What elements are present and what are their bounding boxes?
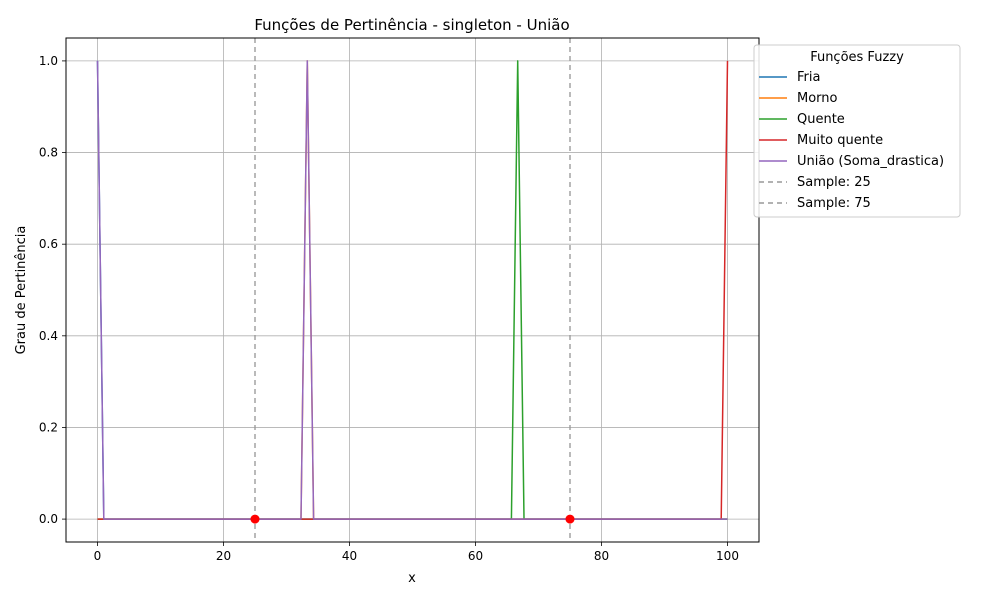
series-line-uni-o-soma-drastica — [96, 60, 728, 520]
legend-label: Morno — [797, 91, 838, 106]
y-tick-label: 1.0 — [39, 54, 58, 68]
legend-label: Muito quente — [797, 133, 883, 148]
y-tick-label: 0.2 — [39, 420, 58, 434]
axes-frame — [65, 37, 760, 543]
legend-box — [753, 44, 961, 218]
y-tick-label: 0.8 — [39, 146, 58, 160]
x-tick-label: 100 — [716, 549, 739, 563]
legend-label: União (Soma_drastica) — [797, 154, 944, 169]
sample-marker — [250, 514, 260, 524]
x-tick-label: 0 — [94, 549, 102, 563]
chart-title: Funções de Pertinência - singleton - Uni… — [254, 16, 569, 34]
sample-marker — [565, 514, 575, 524]
y-tick-label: 0.0 — [39, 512, 58, 526]
plot-area — [96, 38, 729, 542]
legend-label: Sample: 25 — [797, 175, 871, 190]
y-tick-label: 0.4 — [39, 329, 58, 343]
legend-title: Funções Fuzzy — [810, 50, 904, 65]
x-tick-label: 20 — [216, 549, 231, 563]
y-axis-label: Grau de Pertinência — [14, 226, 29, 355]
x-axis-label: x — [408, 571, 416, 586]
y-tick-label: 0.6 — [39, 237, 58, 251]
x-tick-label: 60 — [468, 549, 483, 563]
legend: Funções Fuzzy Fria Morno Quente Muito quent… — [753, 44, 961, 218]
grid — [66, 38, 759, 542]
legend-label: Sample: 75 — [797, 196, 871, 211]
legend-label: Fria — [797, 70, 820, 85]
ticks: 0 20 40 60 80 100 0.0 0.2 0.4 0.6 0.8 1.0 — [39, 54, 739, 563]
legend-label: Quente — [797, 112, 845, 127]
x-tick-label: 40 — [342, 549, 357, 563]
x-tick-label: 80 — [594, 549, 609, 563]
